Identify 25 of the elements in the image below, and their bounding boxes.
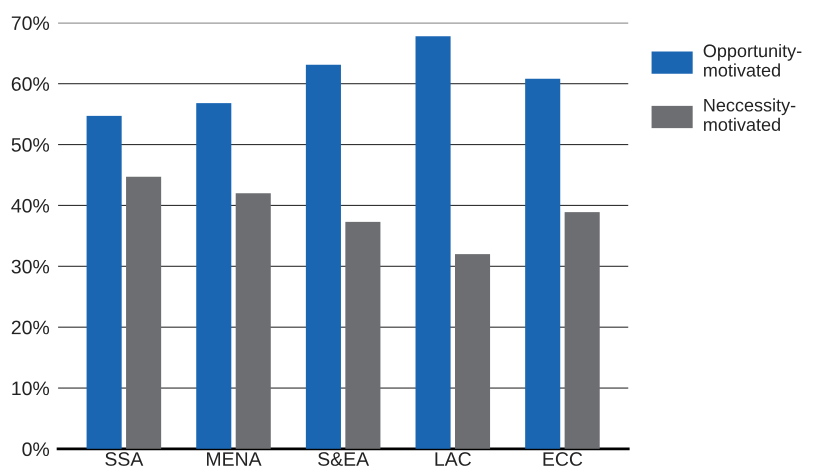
y-tick-label: 10% [12,381,50,396]
legend-label: Neccessity- motivated [704,98,796,132]
legend-label: Opportunity- motivated [704,44,802,77]
x-tick-label: LAC [435,452,471,466]
x-tick-label: ECC [544,452,582,466]
y-tick-label: 50% [12,138,50,152]
bar [454,254,490,449]
x-tick-label: S&EA [318,452,370,466]
bar [345,222,380,449]
bar [564,212,600,449]
bar [306,64,341,449]
y-tick-label: 0% [22,442,50,456]
y-tick-label: 60% [12,77,50,91]
bar [86,116,122,449]
bar [416,36,451,449]
bar [525,78,560,449]
bar [196,103,232,449]
bar [126,176,162,449]
x-tick-label: MENA [207,452,262,466]
y-tick-label: 20% [12,320,50,334]
y-tick-label: 40% [11,198,50,213]
y-tick-label: 70% [12,16,50,30]
bar [236,193,271,449]
x-tick-label: SSA [105,452,144,466]
y-tick-label: 30% [12,260,50,274]
